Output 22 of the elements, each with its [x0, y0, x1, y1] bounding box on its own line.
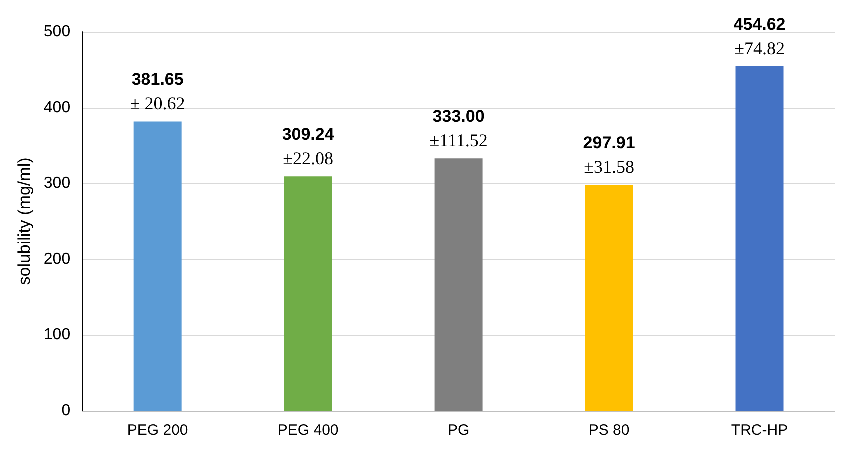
- bar: [585, 185, 634, 411]
- x-tick-label: PEG 400: [278, 422, 339, 439]
- bar: [434, 158, 483, 411]
- y-tick-label: 200: [44, 250, 71, 268]
- bar: [284, 176, 332, 411]
- bar: [736, 66, 784, 411]
- y-axis-title: solubility (mg/ml): [15, 158, 34, 286]
- bar: [134, 122, 182, 411]
- data-label: 454.62 ±74.82: [734, 14, 786, 58]
- x-tick-label: PEG 200: [127, 422, 188, 439]
- y-tick-label: 300: [44, 175, 71, 192]
- y-tick-label: 400: [44, 99, 71, 116]
- y-tick-label: 100: [44, 326, 71, 344]
- data-label: 309.24 ±22.08: [282, 125, 335, 169]
- data-label: 381.65 ± 20.62: [130, 70, 186, 114]
- x-tick-label: PG: [448, 422, 470, 439]
- x-tick-label: PS 80: [588, 422, 630, 439]
- y-tick-label: 0: [62, 402, 71, 420]
- y-tick-label: 500: [44, 24, 71, 40]
- data-label: 333.00 ±111.52: [430, 107, 488, 151]
- x-tick-label: TRC-HP: [731, 422, 788, 439]
- data-label: 297.91 ±31.58: [583, 134, 636, 178]
